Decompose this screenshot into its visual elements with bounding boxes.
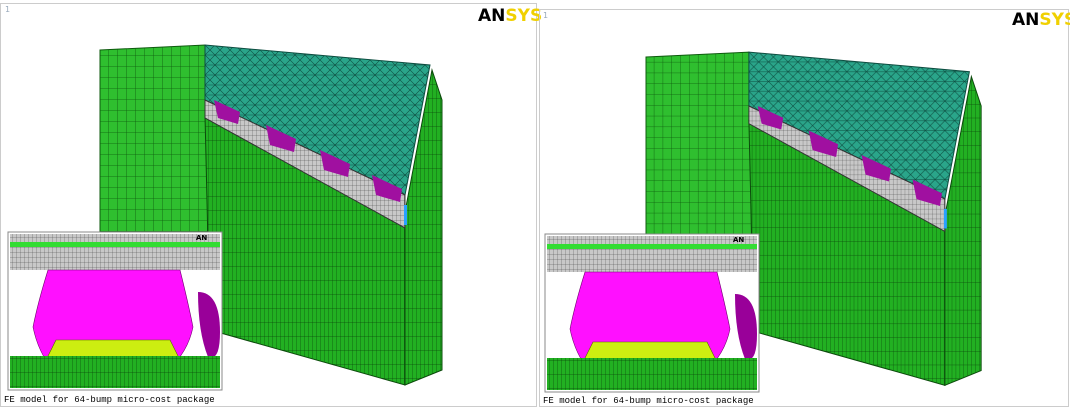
zoom-inset xyxy=(8,232,222,390)
panel-index: 1 xyxy=(543,11,548,20)
caption: FE model for 64-bump micro-cost package xyxy=(4,395,215,405)
logo: ANSYS xyxy=(1012,10,1070,30)
logo-part: AN xyxy=(478,6,505,26)
inset-logo: AN xyxy=(196,234,207,242)
page: 1 ANSYS AN FE model for 64-bump micro-co… xyxy=(0,0,1070,409)
zoom-inset xyxy=(545,234,759,392)
logo-part: SYS xyxy=(1039,10,1070,30)
logo-part: SYS xyxy=(505,6,542,26)
figure: 1 ANSYS AN FE model for 64-bump micro-co… xyxy=(0,0,1070,409)
caption: FE model for 64-bump micro-cost package xyxy=(543,396,754,406)
logo: ANSYS xyxy=(478,6,542,26)
inset-logo: AN xyxy=(733,236,744,244)
logo-part: AN xyxy=(1012,10,1039,30)
panel-index: 1 xyxy=(5,5,10,14)
